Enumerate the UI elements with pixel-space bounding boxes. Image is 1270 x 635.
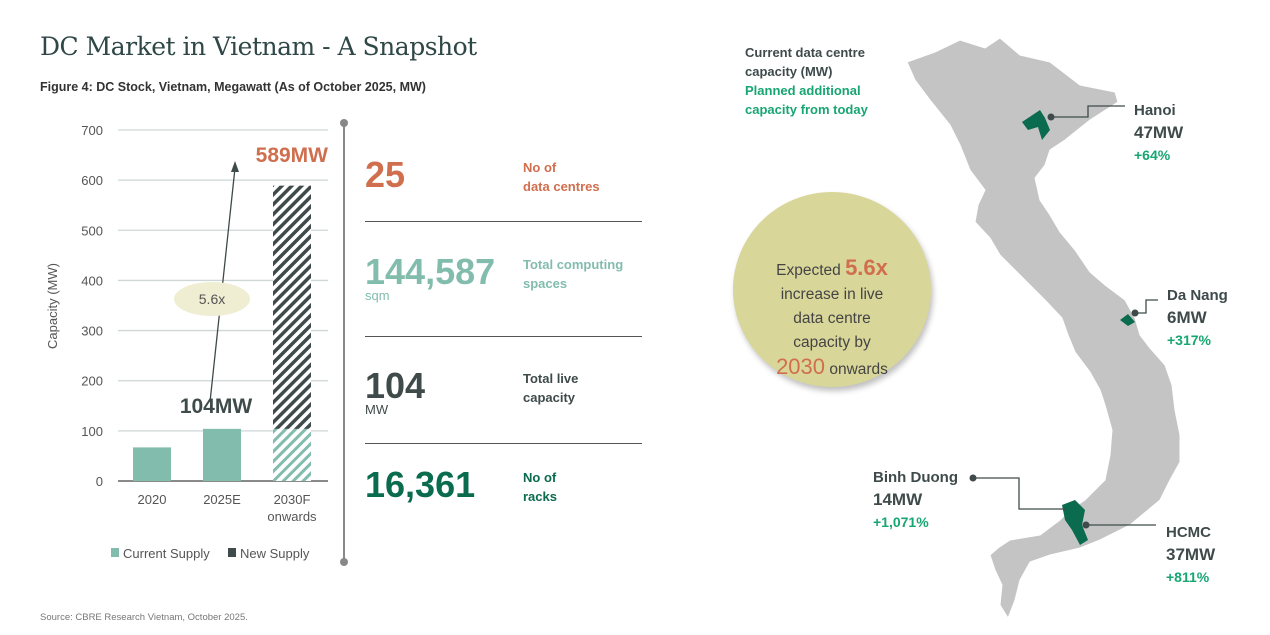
page-title: DC Market in Vietnam - A Snapshot bbox=[40, 32, 477, 61]
x-tick-label: 2020 bbox=[138, 492, 167, 507]
y-tick-label: 700 bbox=[81, 123, 103, 138]
legend-swatch-current bbox=[111, 548, 119, 557]
legend-swatch-new bbox=[228, 548, 236, 557]
source-note: Source: CBRE Research Vietnam, October 2… bbox=[40, 612, 248, 623]
city-growth: +811% bbox=[1166, 569, 1210, 585]
divider bbox=[365, 221, 642, 222]
stat-value: 16,361 bbox=[365, 465, 475, 505]
stat-value: 104 MW bbox=[365, 365, 426, 418]
stat-number: 25 bbox=[365, 154, 406, 195]
danang-region bbox=[1120, 314, 1135, 326]
bar-current-supply bbox=[133, 447, 171, 481]
arrow-head-icon bbox=[231, 161, 239, 172]
dc-stock-chart: 0 100 200 300 400 500 600 700 Capacity (MW) 2020 2… bbox=[45, 123, 329, 561]
y-tick-label: 300 bbox=[81, 324, 103, 339]
bar-current-supply bbox=[273, 428, 311, 481]
stat-label: Total computing spaces bbox=[523, 255, 623, 293]
hcmc-region bbox=[1062, 500, 1088, 545]
stat-label-line: racks bbox=[523, 489, 557, 504]
y-tick-label: 400 bbox=[81, 273, 103, 288]
x-tick-label: onwards bbox=[267, 509, 317, 524]
legend-current-line1: Current data centre bbox=[745, 45, 865, 60]
city-name: Da Nang bbox=[1167, 287, 1228, 304]
stat-unit: sqm bbox=[365, 288, 390, 303]
bar-current-supply bbox=[203, 428, 241, 481]
y-tick-label: 500 bbox=[81, 223, 103, 238]
stat-number: 16,361 bbox=[365, 464, 476, 505]
x-tick-label: 2025E bbox=[203, 492, 241, 507]
y-tick-label: 0 bbox=[96, 474, 103, 489]
city-capacity: 37MW bbox=[1166, 545, 1216, 564]
city-capacity: 6MW bbox=[1167, 308, 1207, 327]
city-label: HCMC 37MW +811% bbox=[1166, 522, 1215, 588]
stat-unit: MW bbox=[365, 402, 389, 417]
stat-number: 104 bbox=[365, 365, 426, 406]
map-legend: Current data centre capacity (MW) Planne… bbox=[745, 43, 868, 119]
city-capacity: 47MW bbox=[1134, 123, 1184, 142]
figure-caption: Figure 4: DC Stock, Vietnam, Megawatt (A… bbox=[40, 80, 426, 94]
city-growth: +317% bbox=[1167, 332, 1211, 348]
city-name: Hanoi bbox=[1134, 102, 1176, 119]
city-capacity: 14MW bbox=[873, 490, 923, 509]
bubble-pre: Expected bbox=[776, 262, 841, 279]
legend-label-current: Current Supply bbox=[123, 546, 210, 561]
stat-label-line: Total computing bbox=[523, 257, 624, 272]
legend-planned-line1: Planned additional bbox=[745, 83, 861, 98]
y-tick-label: 200 bbox=[81, 374, 103, 389]
bar-new-supply bbox=[273, 185, 311, 429]
legend-current-line2: capacity (MW) bbox=[745, 64, 833, 79]
y-axis-label: Capacity (MW) bbox=[45, 263, 60, 349]
y-tick-label: 600 bbox=[81, 173, 103, 188]
stat-label-line: No of bbox=[523, 160, 557, 175]
stat-label-line: spaces bbox=[523, 276, 568, 291]
bubble-multiplier: 5.6x bbox=[845, 255, 888, 280]
bubble-line3: capacity by bbox=[793, 334, 871, 351]
stat-value: 144,587 sqm bbox=[365, 251, 496, 304]
bubble-line2: data centre bbox=[793, 310, 871, 327]
stat-label: Total live capacity bbox=[523, 369, 578, 407]
city-growth: +64% bbox=[1134, 147, 1171, 163]
city-name: Binh Duong bbox=[873, 469, 958, 486]
start-value-label: 104MW bbox=[180, 395, 253, 418]
divider bbox=[365, 443, 642, 444]
bubble-year: 2030 bbox=[776, 354, 826, 379]
stat-label-line: capacity bbox=[523, 390, 576, 405]
stat-number: 144,587 bbox=[365, 251, 496, 292]
stat-label-line: Total live bbox=[523, 371, 579, 386]
growth-bubble: Expected 5.6x increase in live data cent… bbox=[733, 192, 931, 387]
city-label: Da Nang 6MW +317% bbox=[1167, 285, 1228, 351]
legend-label-new: New Supply bbox=[240, 546, 310, 561]
city-label: Binh Duong 14MW +1,071% bbox=[873, 467, 958, 533]
city-growth: +1,071% bbox=[873, 514, 929, 530]
x-tick-label: 2030F bbox=[274, 492, 311, 507]
bubble-line1: increase in live bbox=[780, 286, 884, 303]
stat-label-line: data centres bbox=[523, 179, 600, 194]
stat-label: No of racks bbox=[523, 468, 557, 506]
y-tick-label: 100 bbox=[81, 424, 103, 439]
end-value-label: 589MW bbox=[256, 144, 329, 167]
divider bbox=[365, 336, 642, 337]
bubble-post: onwards bbox=[829, 361, 888, 378]
legend-planned-line2: capacity from today bbox=[745, 102, 868, 117]
multiplier-label: 5.6x bbox=[199, 291, 225, 307]
stat-label: No of data centres bbox=[523, 158, 600, 196]
hanoi-region bbox=[1022, 110, 1050, 140]
city-label: Hanoi 47MW +64% bbox=[1134, 100, 1183, 166]
vertical-divider bbox=[340, 119, 348, 566]
stat-value: 25 bbox=[365, 155, 405, 195]
vietnam-outline bbox=[906, 37, 1181, 620]
stat-label-line: No of bbox=[523, 470, 557, 485]
city-name: HCMC bbox=[1166, 524, 1211, 541]
multiplier-ellipse bbox=[174, 282, 250, 316]
